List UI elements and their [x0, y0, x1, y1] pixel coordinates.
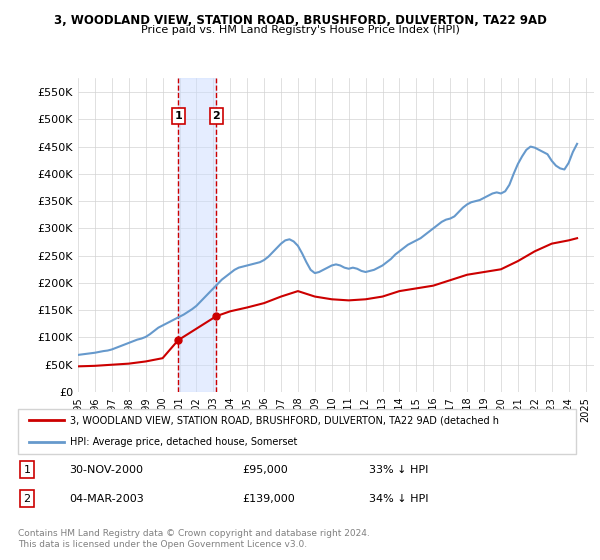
Text: 2: 2 [23, 494, 31, 504]
Text: This data is licensed under the Open Government Licence v3.0.: This data is licensed under the Open Gov… [18, 540, 307, 549]
Text: £95,000: £95,000 [242, 465, 288, 475]
Text: HPI: Average price, detached house, Somerset: HPI: Average price, detached house, Some… [70, 437, 297, 447]
Text: Price paid vs. HM Land Registry's House Price Index (HPI): Price paid vs. HM Land Registry's House … [140, 25, 460, 35]
Text: 2: 2 [212, 111, 220, 121]
Text: 33% ↓ HPI: 33% ↓ HPI [369, 465, 428, 475]
Text: 34% ↓ HPI: 34% ↓ HPI [369, 494, 428, 504]
Text: 04-MAR-2003: 04-MAR-2003 [70, 494, 145, 504]
Text: 1: 1 [174, 111, 182, 121]
Text: Contains HM Land Registry data © Crown copyright and database right 2024.: Contains HM Land Registry data © Crown c… [18, 529, 370, 538]
Text: 3, WOODLAND VIEW, STATION ROAD, BRUSHFORD, DULVERTON, TA22 9AD: 3, WOODLAND VIEW, STATION ROAD, BRUSHFOR… [53, 14, 547, 27]
Text: 3, WOODLAND VIEW, STATION ROAD, BRUSHFORD, DULVERTON, TA22 9AD (detached h: 3, WOODLAND VIEW, STATION ROAD, BRUSHFOR… [70, 415, 499, 425]
Text: £139,000: £139,000 [242, 494, 295, 504]
Bar [178, 78, 216, 392]
FancyBboxPatch shape [18, 409, 577, 454]
Text: 1: 1 [23, 465, 31, 475]
Text: 30-NOV-2000: 30-NOV-2000 [70, 465, 143, 475]
